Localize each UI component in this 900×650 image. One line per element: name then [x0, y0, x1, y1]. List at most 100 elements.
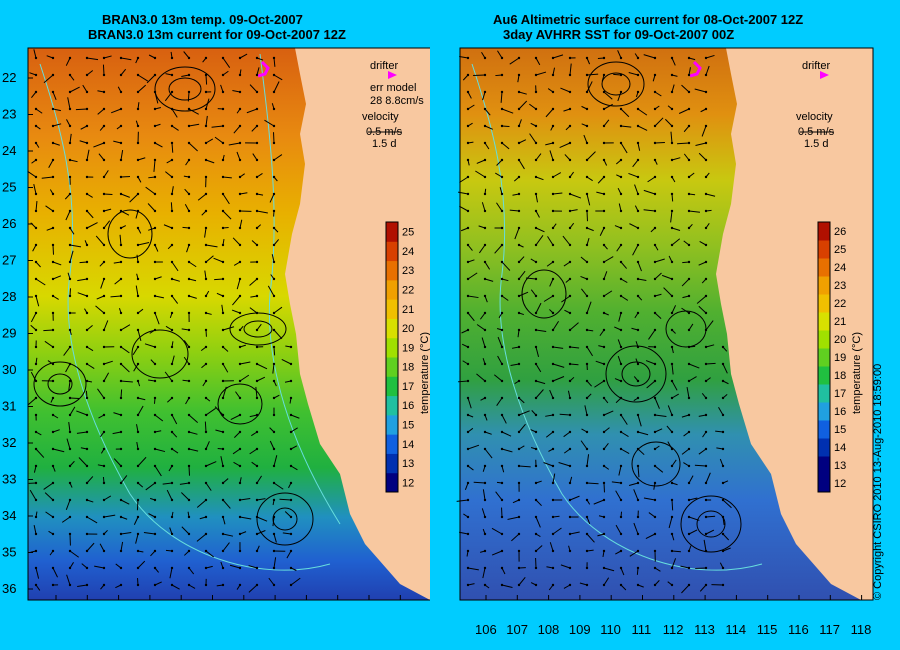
- current-vector: [65, 363, 71, 373]
- current-vector-origin: [255, 124, 259, 128]
- current-vector: [230, 414, 241, 421]
- current-vector-origin: [102, 209, 106, 213]
- current-vector-origin: [85, 260, 89, 264]
- current-vector-origin: [136, 311, 140, 315]
- current-vector-origin: [255, 515, 259, 519]
- current-vector-origin: [534, 464, 538, 468]
- current-vector: [695, 142, 707, 147]
- current-vector: [239, 53, 248, 59]
- colorbar-tick-label: 21: [834, 316, 846, 328]
- colorbar-segment: [818, 474, 830, 493]
- right-eddy: [521, 61, 742, 553]
- right-legend-drifter-label: drifter: [802, 60, 830, 72]
- current-vector: [86, 516, 98, 524]
- current-vector: [552, 172, 562, 178]
- current-vector-origin: [34, 175, 38, 179]
- current-vector: [69, 159, 78, 163]
- current-vector-origin: [670, 73, 674, 77]
- current-vector: [273, 81, 280, 93]
- current-vector: [535, 153, 542, 161]
- lat-tick-label: 28: [2, 289, 16, 304]
- current-vector-origin: [619, 260, 623, 264]
- current-vector-origin: [170, 396, 174, 400]
- current-vector-origin: [636, 328, 640, 332]
- current-vector-origin: [136, 56, 140, 60]
- current-vector-origin: [170, 73, 174, 77]
- current-vector-origin: [272, 56, 276, 60]
- current-vector: [620, 142, 628, 154]
- current-vector-origin: [153, 124, 157, 128]
- current-vector: [529, 133, 537, 144]
- current-vector: [113, 140, 122, 144]
- current-vector-origin: [619, 294, 623, 298]
- current-vector: [205, 74, 208, 85]
- current-vector-origin: [704, 430, 708, 434]
- current-vector-origin: [517, 379, 521, 383]
- current-vector-origin: [534, 141, 538, 145]
- left-legend-drifter-marker: [388, 71, 397, 79]
- current-vector: [137, 84, 147, 93]
- current-vector: [65, 210, 71, 221]
- current-vector: [514, 227, 520, 240]
- current-vector-origin: [687, 498, 691, 502]
- current-vector-origin: [670, 447, 674, 451]
- current-vector-origin: [34, 566, 38, 570]
- current-vector-origin: [585, 141, 589, 145]
- current-vector-origin: [119, 379, 123, 383]
- current-vector: [86, 70, 94, 76]
- current-vector-origin: [517, 464, 521, 468]
- current-vector-origin: [500, 90, 504, 94]
- current-vector-origin: [466, 243, 470, 247]
- current-vector-origin: [187, 192, 191, 196]
- current-vector-origin: [68, 481, 72, 485]
- current-vector: [569, 346, 580, 349]
- current-vector: [119, 234, 122, 246]
- current-vector: [549, 278, 554, 287]
- current-vector-origin: [534, 158, 538, 162]
- current-vector: [154, 91, 159, 104]
- current-vector-origin: [153, 583, 157, 587]
- current-vector: [603, 91, 613, 100]
- colorbar-segment: [386, 376, 398, 397]
- left-map-frame: [27, 47, 430, 601]
- current-vector-origin: [255, 379, 259, 383]
- current-vector: [267, 285, 275, 297]
- left-current-vectors: [27, 49, 301, 593]
- colorbar-segment: [818, 312, 830, 331]
- current-vector-origin: [238, 260, 242, 264]
- current-vector-origin: [187, 209, 191, 213]
- current-vector: [264, 119, 275, 127]
- current-vector-origin: [602, 175, 606, 179]
- current-vector: [170, 202, 173, 212]
- current-vector: [180, 492, 190, 501]
- current-vector: [698, 305, 707, 314]
- current-vector-origin: [51, 73, 55, 77]
- current-vector: [273, 306, 283, 314]
- current-vector-origin: [704, 277, 708, 281]
- current-vector-origin: [687, 566, 691, 570]
- current-vector-origin: [585, 73, 589, 77]
- current-vector-origin: [568, 328, 572, 332]
- current-vector: [719, 458, 724, 467]
- current-vector-origin: [721, 566, 725, 570]
- current-vector: [120, 210, 130, 216]
- current-vector: [120, 475, 128, 484]
- current-vector-origin: [687, 430, 691, 434]
- current-vector-origin: [534, 124, 538, 128]
- current-vector-origin: [272, 192, 276, 196]
- current-vector-origin: [704, 107, 708, 111]
- current-vector-origin: [551, 532, 555, 536]
- current-vector-origin: [551, 515, 555, 519]
- current-vector-origin: [602, 413, 606, 417]
- current-vector: [518, 91, 527, 95]
- current-vector-origin: [238, 464, 242, 468]
- current-vector: [628, 172, 639, 178]
- current-vector-origin: [238, 481, 242, 485]
- current-vector-origin: [619, 277, 623, 281]
- current-vector-origin: [255, 498, 259, 502]
- current-vector: [671, 227, 681, 231]
- current-vector-origin: [466, 566, 470, 570]
- current-vector-origin: [51, 515, 55, 519]
- current-vector-origin: [68, 243, 72, 247]
- current-vector-origin: [602, 447, 606, 451]
